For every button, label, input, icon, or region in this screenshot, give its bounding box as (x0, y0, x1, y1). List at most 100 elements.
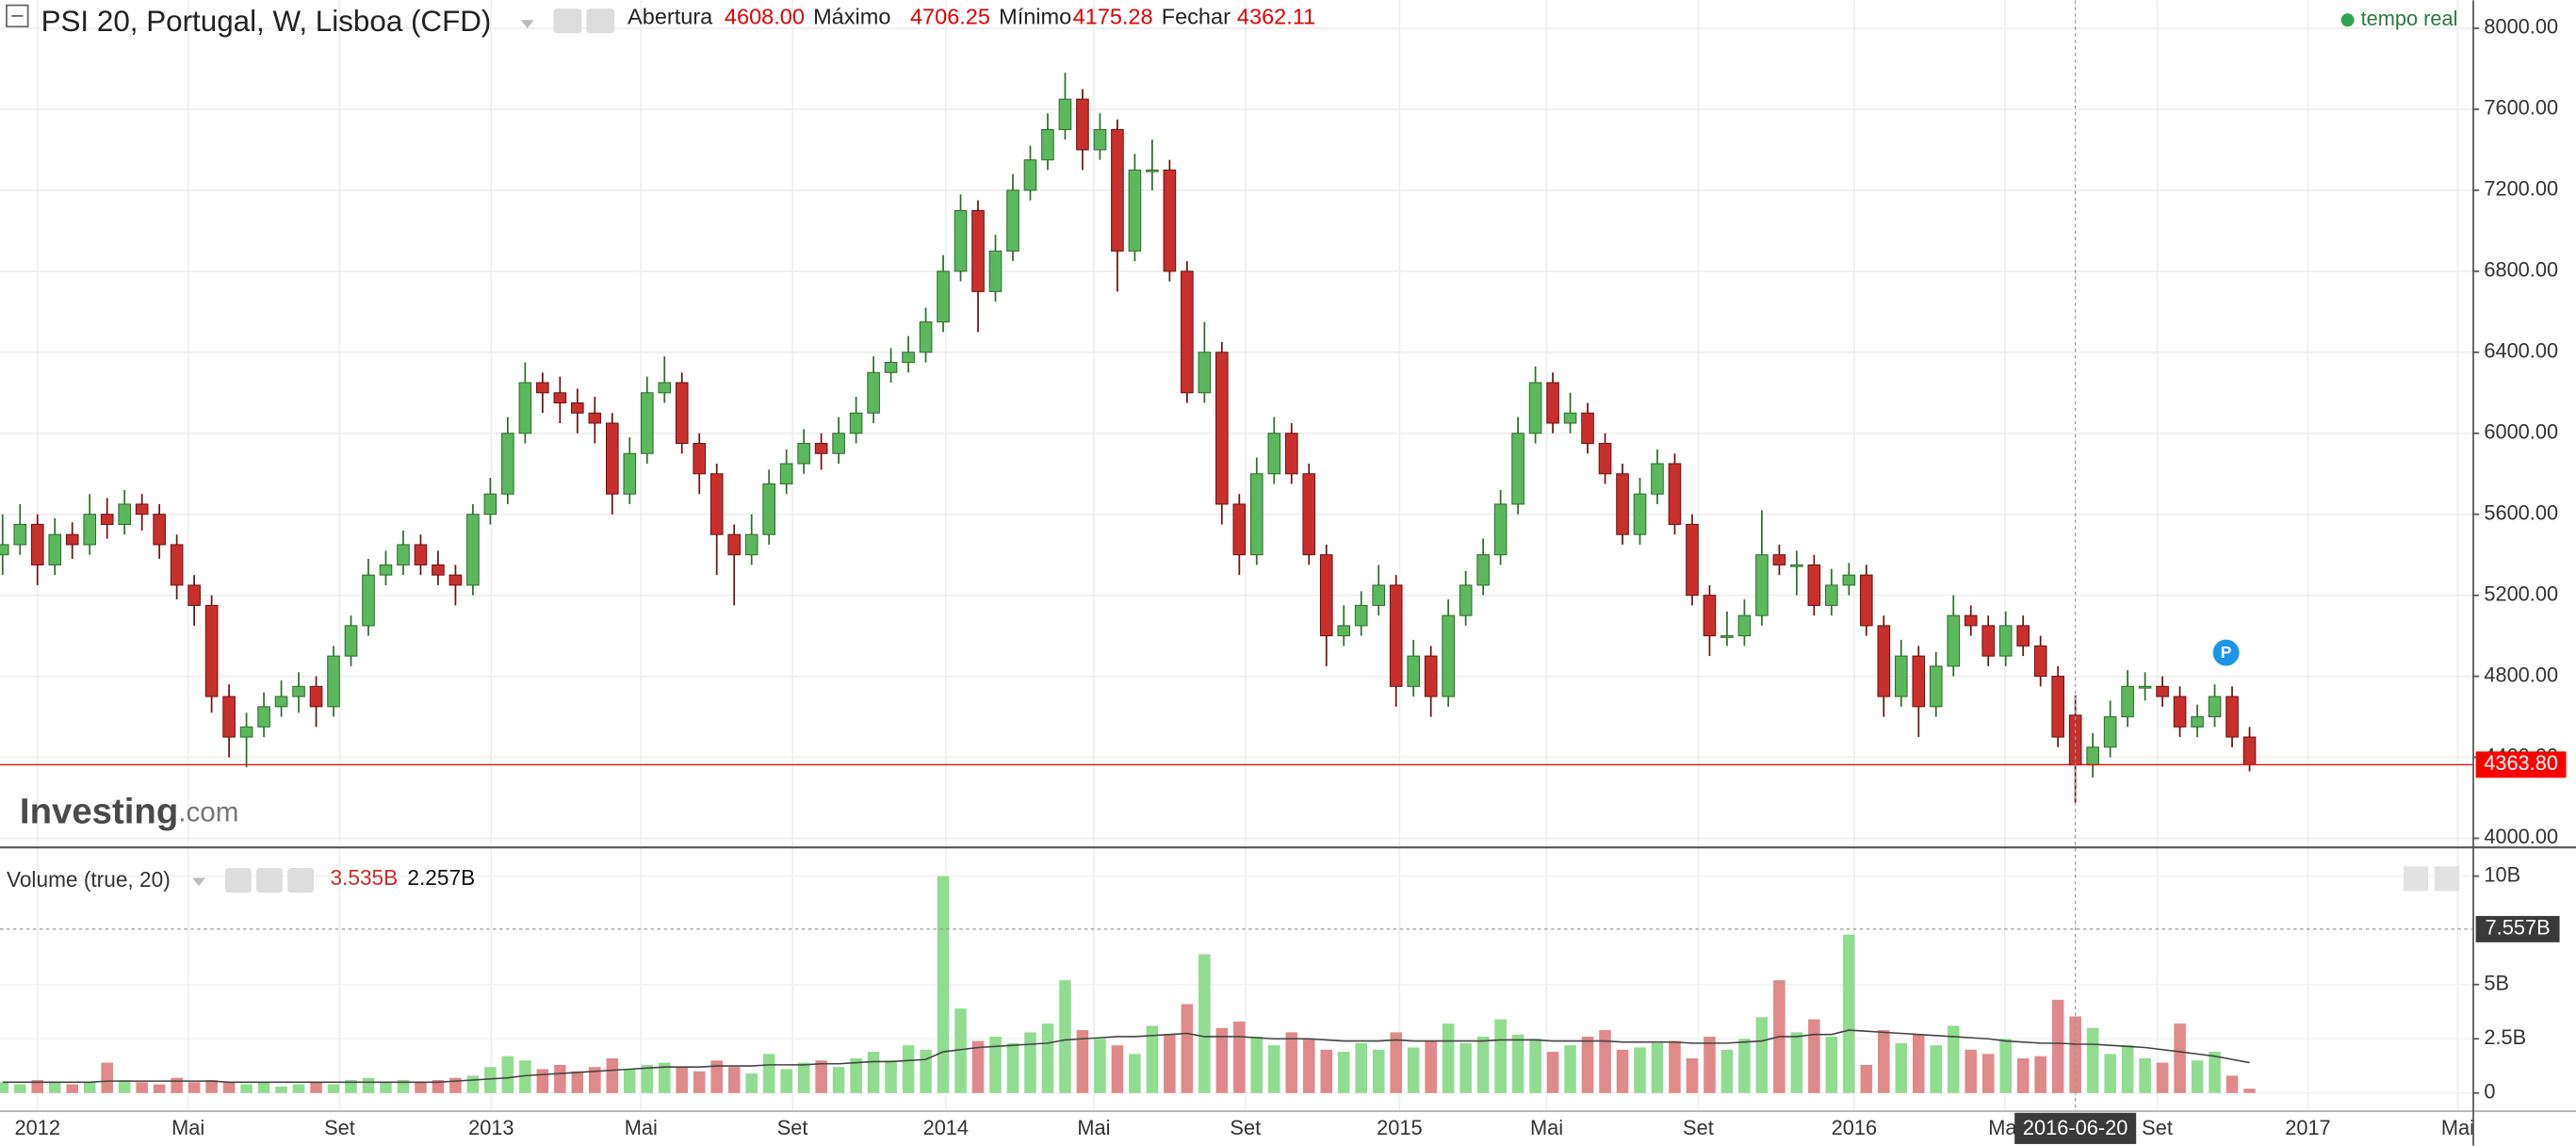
x-tick-label: Mai (1077, 1116, 1110, 1139)
settings-icon[interactable] (256, 867, 283, 893)
candle-body (1563, 412, 1577, 424)
candle-body (2173, 696, 2187, 728)
volume-bar (1285, 1032, 1298, 1093)
y-tick-label: 7600.00 (2484, 96, 2558, 120)
candle-body (1703, 595, 1717, 637)
y-tick-label: 6800.00 (2484, 258, 2558, 282)
volume-bar (1686, 1057, 1699, 1093)
volume-bar (1704, 1036, 1716, 1093)
candle-body (1528, 382, 1542, 434)
volume-bar (1164, 1034, 1176, 1093)
chart-title: PSI 20, Portugal, W, Lisboa (CFD) (41, 5, 492, 38)
volume-bar (2034, 1056, 2046, 1093)
y-tick-label: 8000.00 (2484, 15, 2558, 39)
visibility-icon[interactable] (553, 8, 582, 34)
candle-body (1093, 128, 1107, 151)
candle-body (1354, 604, 1368, 627)
volume-bar (1129, 1054, 1141, 1093)
candle-body (1737, 614, 1752, 637)
volume-bar (1407, 1047, 1420, 1093)
candle-body (1912, 655, 1926, 708)
header-field-name: Máximo (813, 5, 890, 29)
candle-body (83, 514, 97, 546)
volume-bar (1024, 1032, 1036, 1093)
candle-body (867, 371, 880, 414)
candle-body (1842, 574, 1856, 586)
candle-body (448, 574, 463, 586)
y-tick-label: 6400.00 (2484, 339, 2558, 363)
event-marker[interactable] (2212, 639, 2240, 666)
dropdown-caret[interactable] (520, 20, 534, 28)
candle-body (518, 382, 532, 434)
candle-body (1181, 270, 1194, 394)
x-tick-label: Mai (171, 1116, 204, 1139)
volume-bar (815, 1060, 827, 1093)
volume-bar (1720, 1049, 1734, 1093)
candle-body (2121, 685, 2134, 718)
candle-body (204, 604, 219, 697)
candle-body (884, 362, 898, 373)
candle-body (1006, 189, 1019, 252)
candle-body (1111, 128, 1124, 252)
candle-body (100, 514, 114, 525)
candle-body (13, 523, 27, 546)
candle-body (1302, 473, 1316, 556)
candle-body (937, 270, 950, 323)
volume-bar (13, 1084, 26, 1093)
candle-body (1720, 635, 1734, 638)
volume-bar (101, 1062, 113, 1093)
candle-body (1581, 412, 1594, 445)
volume-bar (1355, 1042, 1368, 1093)
candle-body (1232, 503, 1247, 556)
candle-body (623, 452, 637, 495)
volume-bar (1181, 1004, 1194, 1093)
candle-body (1686, 523, 1699, 597)
volume-bar (1930, 1045, 1943, 1093)
volume-bar (658, 1062, 671, 1093)
volume-bar (1372, 1049, 1385, 1093)
volume-bar (1459, 1042, 1472, 1093)
volume-bar (1390, 1032, 1402, 1093)
plot-area: 2012 Mai Set 2013 Mai Set 2014 Mai Set 2015 Mai Set… (0, 73, 2472, 1139)
candle-body (153, 514, 166, 546)
volume-bar (2086, 1027, 2099, 1093)
candle-body (2033, 645, 2047, 678)
volume-tick-label: 0 (2484, 1080, 2495, 1104)
volume-bar (780, 1069, 792, 1093)
volume-bar (536, 1069, 549, 1093)
candle-body (2016, 625, 2030, 647)
close-icon[interactable] (287, 867, 315, 893)
volume-bar (606, 1057, 619, 1093)
candle-body (588, 412, 602, 424)
candle-body (1668, 463, 1682, 525)
header-field-value: 4175.28 (1073, 5, 1153, 29)
candle-body (1598, 442, 1612, 475)
candle-body (2103, 716, 2117, 748)
collapse-button[interactable] (6, 4, 29, 28)
header-field-value: 4608.00 (725, 5, 805, 29)
y-tick-label: 5600.00 (2484, 500, 2558, 524)
candle-body (1511, 433, 1524, 505)
volume-bar (1843, 934, 1855, 1093)
pane-down-icon[interactable] (2435, 866, 2460, 892)
settings-icon[interactable] (586, 8, 615, 34)
candle-body (902, 352, 915, 364)
visibility-icon[interactable] (224, 867, 252, 893)
volume-bar (1233, 1021, 1246, 1093)
candle-body (2156, 685, 2169, 697)
volume-bar (554, 1064, 566, 1093)
volume-bar (2121, 1045, 2134, 1093)
dropdown-caret[interactable] (192, 877, 205, 887)
x-tick-label: 2016 (1832, 1116, 1877, 1139)
volume-bar (1302, 1039, 1315, 1093)
volume-bar (1198, 954, 1211, 1093)
candle-body (849, 412, 863, 434)
candle-body (1372, 584, 1386, 606)
candle-body (48, 533, 62, 565)
pane-up-icon[interactable] (2403, 866, 2429, 892)
volume-bar (1634, 1047, 1646, 1093)
candle-body (727, 533, 742, 556)
candle-body (1389, 584, 1403, 687)
candle-body (1947, 614, 1961, 667)
x-tick-label: 2017 (2285, 1116, 2330, 1139)
